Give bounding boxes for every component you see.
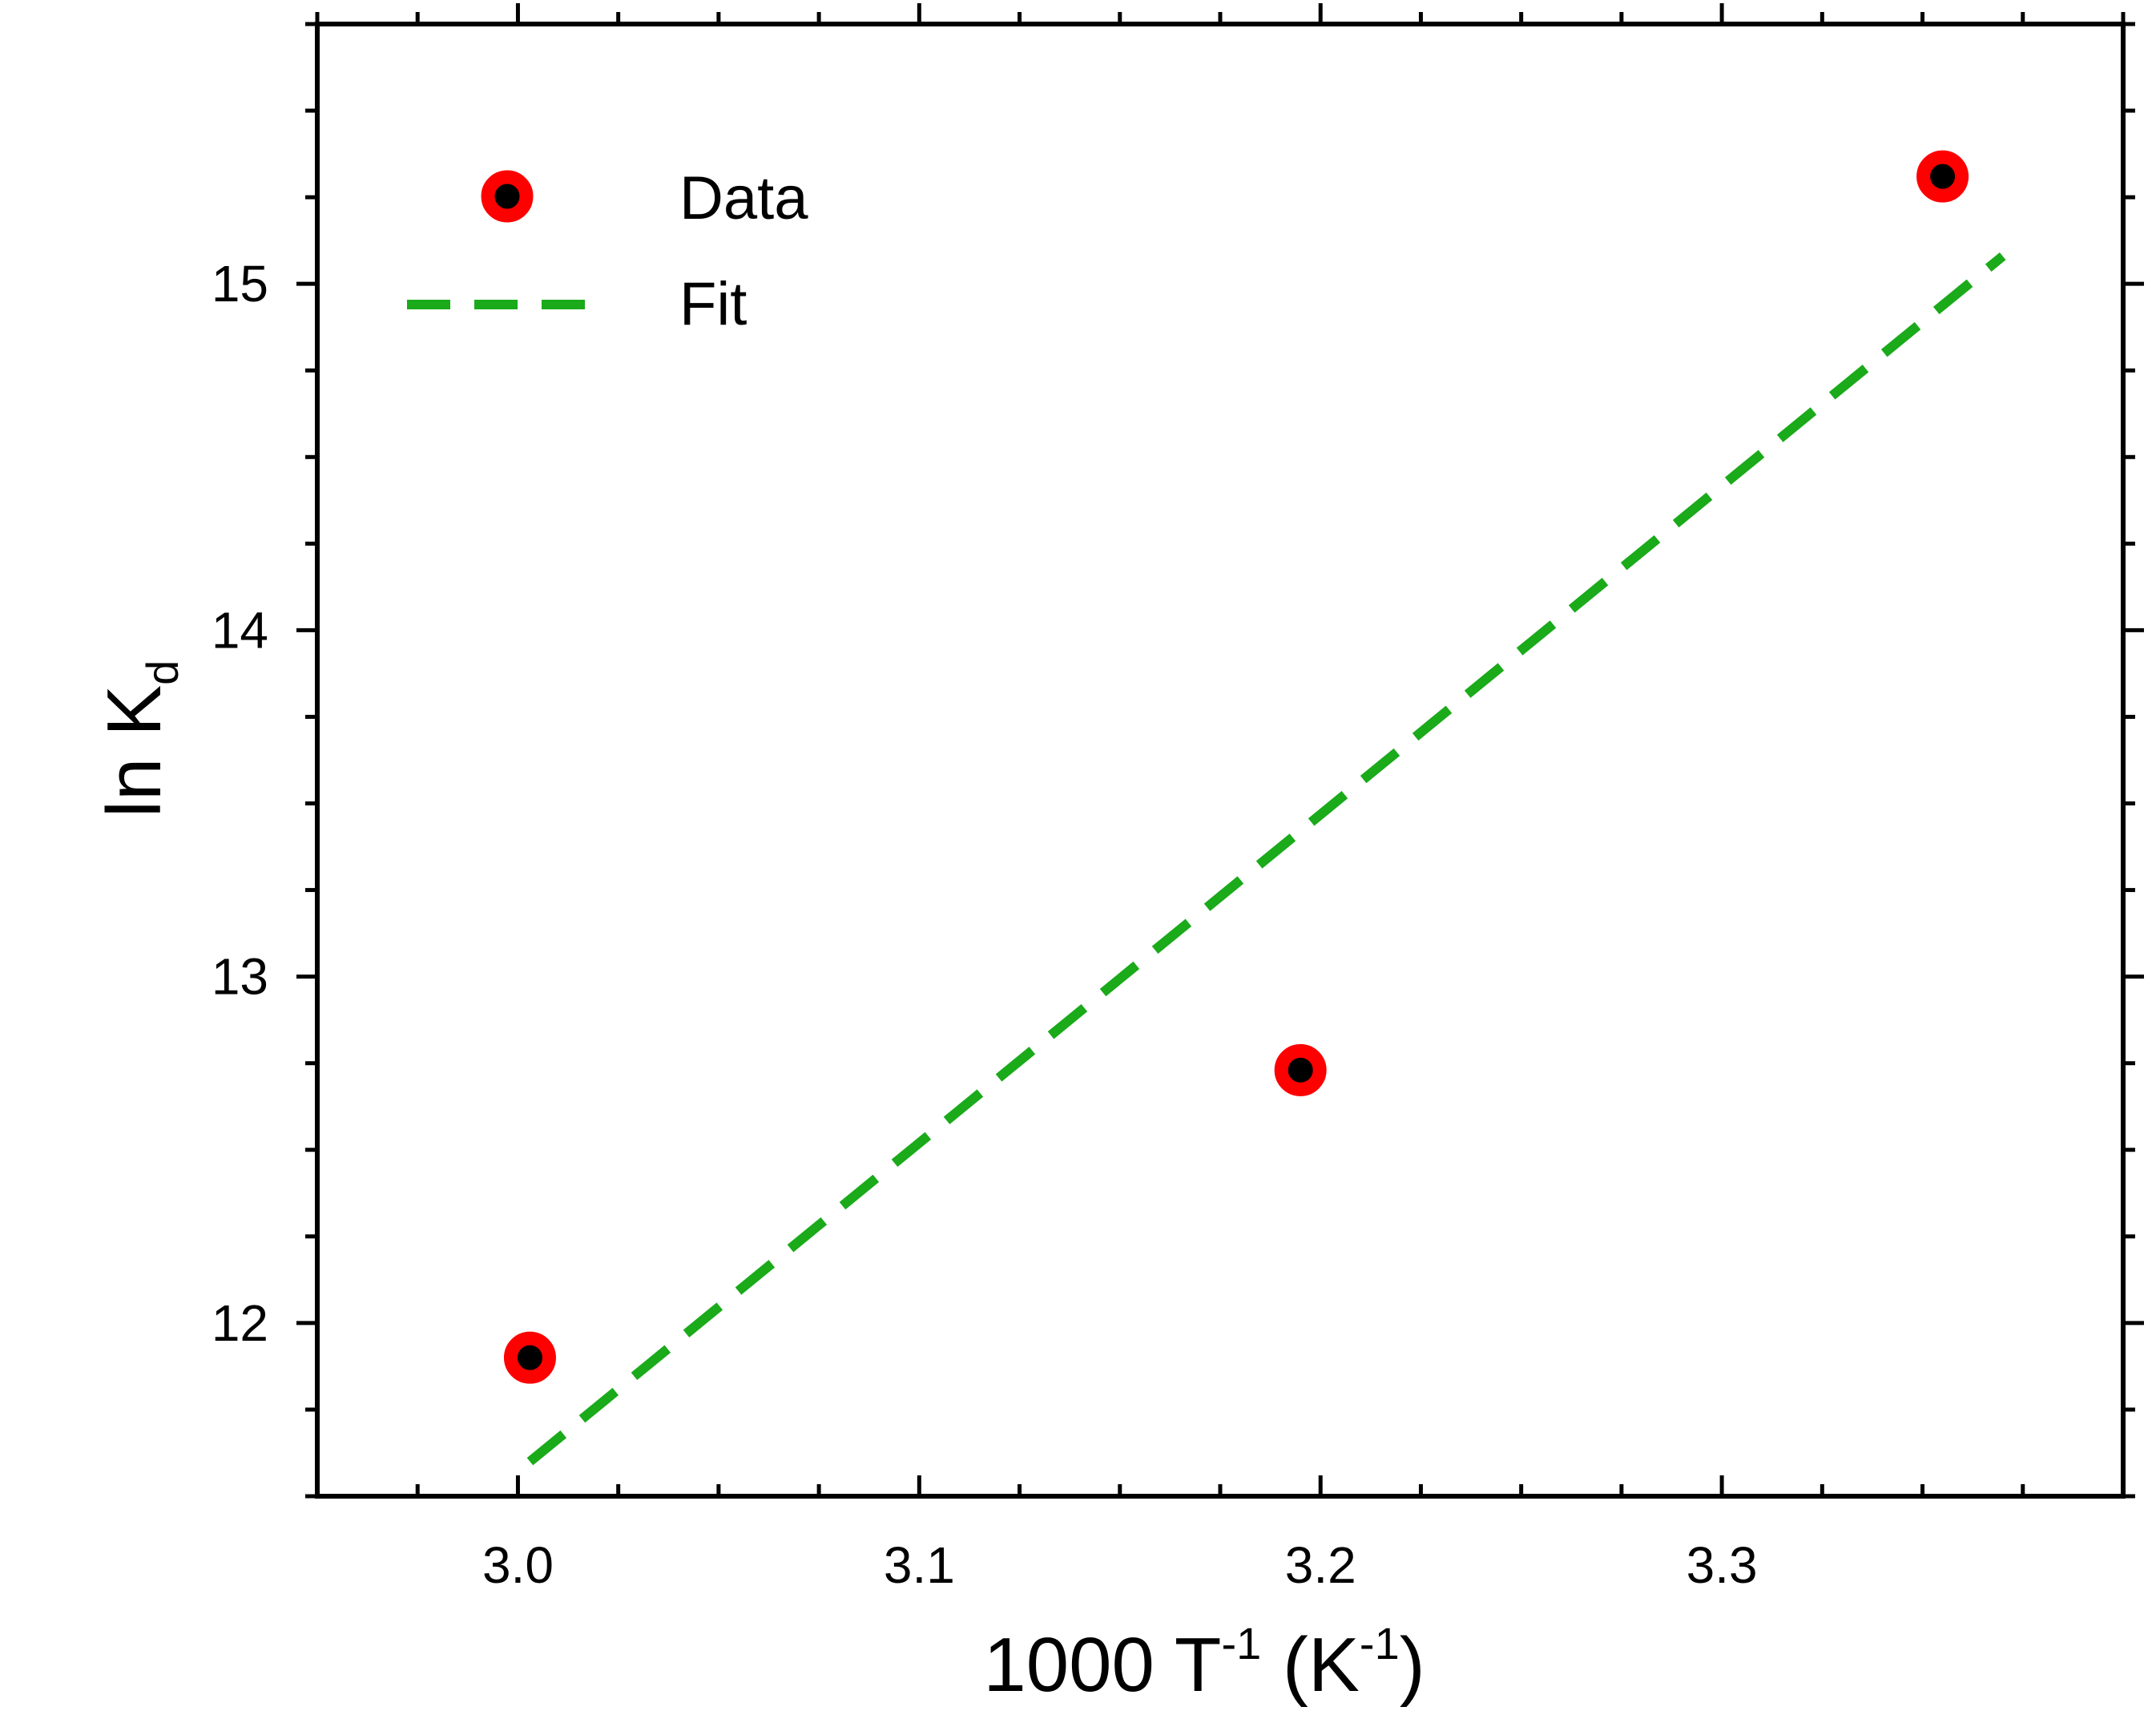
x-tick-label: 3.1 [884, 1536, 955, 1594]
axis-ticks [296, 3, 2144, 1499]
y-tick-label: 15 [212, 255, 268, 313]
legend-data-label: Data [679, 164, 808, 232]
x-axis-title-main: 1000 T [983, 1622, 1221, 1708]
y-axis-title-sub: d [137, 660, 187, 685]
x-axis-title-mid: (K [1261, 1622, 1360, 1708]
x-tick-label: 3.2 [1285, 1536, 1356, 1594]
x-tick-label: 3.3 [1687, 1536, 1758, 1594]
plot-frame [315, 22, 2126, 1499]
x-axis-title: 1000 T-1 (K-1) [983, 1618, 1425, 1708]
fit-layer [526, 252, 2006, 1466]
x-tick-label: 3.0 [482, 1536, 554, 1594]
data-points [503, 150, 1969, 1384]
y-tick-label: 14 [212, 601, 268, 659]
axis-tick-labels: 3.0 3.1 3.2 3.3 12 13 14 15 [212, 255, 1758, 1594]
data-point [503, 1331, 556, 1384]
legend-fit-label: Fit [679, 270, 747, 338]
x-axis-title-sup1: -1 [1221, 1618, 1261, 1669]
y-axis-title: ln Kd [91, 660, 187, 818]
legend-data-marker [481, 170, 534, 223]
x-axis-title-sup2: -1 [1360, 1618, 1400, 1669]
data-point [1916, 150, 1969, 203]
data-point [1274, 1043, 1327, 1096]
x-axis-title-end: ) [1400, 1622, 1425, 1708]
y-axis-title-main: ln K [91, 685, 177, 817]
legend: Data Fit [407, 164, 808, 338]
y-tick-label: 13 [212, 948, 268, 1006]
y-tick-label: 12 [212, 1294, 268, 1352]
fit-line [526, 252, 2006, 1466]
